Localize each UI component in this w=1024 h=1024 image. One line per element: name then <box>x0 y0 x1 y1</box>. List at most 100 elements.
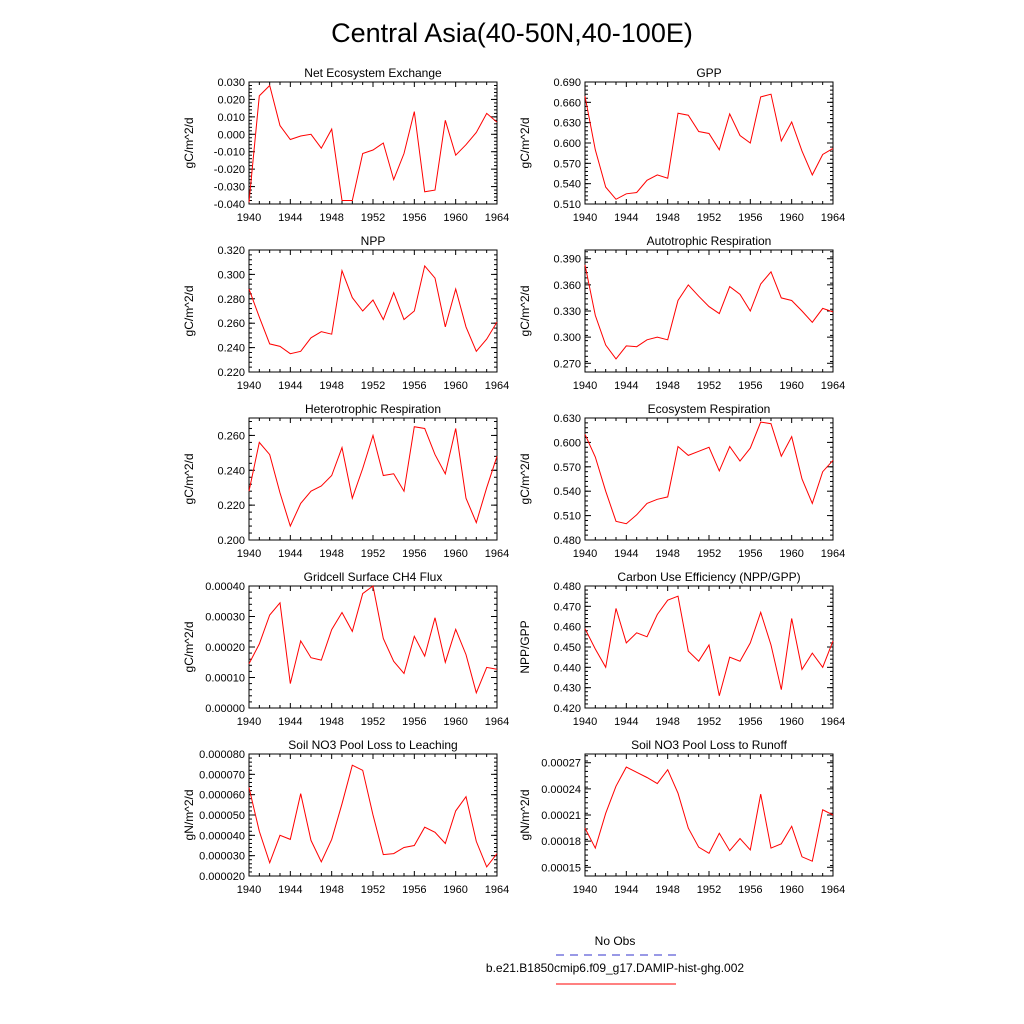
y-tick-label: 0.300 <box>217 269 245 281</box>
y-tick-label: 0.00024 <box>541 784 581 796</box>
y-tick-label: 0.260 <box>217 430 245 442</box>
x-tick-label: 1964 <box>485 884 509 896</box>
x-tick-label: 1940 <box>237 212 261 224</box>
x-tick-label: 1940 <box>573 884 597 896</box>
x-tick-label: 1960 <box>779 212 803 224</box>
x-tick-label: 1940 <box>237 884 261 896</box>
x-tick-label: 1956 <box>738 548 762 560</box>
panel-title: Autotrophic Respiration <box>647 234 772 248</box>
y-tick-label: 0.220 <box>217 500 245 512</box>
x-tick-label: 1944 <box>278 884 302 896</box>
legend: No Obs b.e21.B1850cmip6.f09_g17.DAMIP-hi… <box>486 934 744 985</box>
series-line <box>248 84 498 203</box>
y-tick-label: 0.510 <box>553 199 581 211</box>
y-tick-label: 0.00030 <box>205 612 245 624</box>
x-tick-label: 1956 <box>738 884 762 896</box>
x-tick-label: 1948 <box>319 548 343 560</box>
y-axis-label: gN/m^2/d <box>182 790 196 841</box>
x-tick-label: 1960 <box>443 380 467 392</box>
y-tick-label: 0.000020 <box>199 871 245 883</box>
x-tick-label: 1948 <box>319 884 343 896</box>
x-tick-label: 1940 <box>573 716 597 728</box>
y-axis-label: NPP/GPP <box>518 620 532 673</box>
legend-label-obs: No Obs <box>595 934 636 948</box>
y-tick-label: 0.000060 <box>199 790 245 802</box>
y-tick-label: 0.240 <box>217 465 245 477</box>
plot-frame <box>584 753 834 877</box>
y-tick-label: 0.570 <box>553 158 581 170</box>
panel-title: Soil NO3 Pool Loss to Leaching <box>288 738 457 752</box>
x-tick-label: 1956 <box>402 884 426 896</box>
panel-8: Carbon Use Efficiency (NPP/GPP) NPP/GPP 19… <box>518 570 845 728</box>
y-axis-label: gC/m^2/d <box>182 118 196 169</box>
x-tick-label: 1944 <box>278 380 302 392</box>
y-tick-label: 0.460 <box>553 622 581 634</box>
y-tick-label: 0.010 <box>217 112 245 124</box>
panel-title: NPP <box>361 234 386 248</box>
y-tick-label: 0.660 <box>553 97 581 109</box>
panel-title: Carbon Use Efficiency (NPP/GPP) <box>617 570 800 584</box>
series-line <box>584 595 834 696</box>
panel-6: Ecosystem Respiration gC/m^2/d 1940 1944 194… <box>518 402 845 560</box>
y-axis-label: gC/m^2/d <box>518 454 532 505</box>
y-tick-label: 0.200 <box>217 535 245 547</box>
y-tick-label: 0.510 <box>553 511 581 523</box>
y-tick-label: 0.480 <box>553 581 581 593</box>
x-tick-label: 1964 <box>485 212 509 224</box>
x-tick-label: 1940 <box>237 380 261 392</box>
x-tick-label: 1948 <box>655 548 679 560</box>
y-axis-label: gC/m^2/d <box>182 454 196 505</box>
y-tick-label: 0.00040 <box>205 581 245 593</box>
x-tick-label: 1944 <box>614 884 638 896</box>
x-tick-label: 1964 <box>821 548 845 560</box>
x-tick-label: 1948 <box>655 212 679 224</box>
x-tick-label: 1960 <box>443 716 467 728</box>
y-tick-label: 0.280 <box>217 294 245 306</box>
y-axis-label: gC/m^2/d <box>182 286 196 337</box>
x-tick-label: 1964 <box>821 380 845 392</box>
x-tick-label: 1960 <box>779 716 803 728</box>
y-tick-label: 0.00010 <box>205 673 245 685</box>
x-tick-label: 1952 <box>697 884 721 896</box>
y-tick-label: 0.430 <box>553 683 581 695</box>
x-tick-label: 1956 <box>738 380 762 392</box>
y-tick-label: 0.000040 <box>199 830 245 842</box>
plot-frame <box>584 417 834 541</box>
x-tick-label: 1960 <box>779 380 803 392</box>
x-tick-label: 1944 <box>614 212 638 224</box>
panel-4: Autotrophic Respiration gC/m^2/d 1940 1944 1… <box>518 234 845 392</box>
panel-title: Heterotrophic Respiration <box>305 402 441 416</box>
y-tick-label: 0.600 <box>553 437 581 449</box>
x-tick-label: 1952 <box>697 716 721 728</box>
x-tick-label: 1960 <box>443 548 467 560</box>
y-tick-label: 0.000070 <box>199 769 245 781</box>
x-tick-label: 1940 <box>573 548 597 560</box>
x-tick-label: 1960 <box>779 884 803 896</box>
series-line <box>584 766 834 862</box>
panel-9: Soil NO3 Pool Loss to Leaching gN/m^2/d 19… <box>182 738 509 896</box>
x-tick-label: 1960 <box>443 884 467 896</box>
x-tick-label: 1952 <box>361 212 385 224</box>
y-tick-label: 0.330 <box>553 306 581 318</box>
x-tick-label: 1948 <box>655 884 679 896</box>
x-tick-label: 1956 <box>402 548 426 560</box>
y-tick-label: 0.220 <box>217 367 245 379</box>
y-tick-label: 0.420 <box>553 703 581 715</box>
y-tick-label: 0.470 <box>553 601 581 613</box>
y-tick-label: -0.020 <box>214 164 245 176</box>
y-axis-label: gC/m^2/d <box>518 286 532 337</box>
series-line <box>248 264 498 355</box>
y-tick-label: 0.260 <box>217 318 245 330</box>
x-tick-label: 1960 <box>779 548 803 560</box>
x-tick-label: 1952 <box>361 380 385 392</box>
x-tick-label: 1944 <box>278 548 302 560</box>
plot-frame <box>248 249 498 373</box>
x-tick-label: 1944 <box>278 212 302 224</box>
plot-frame <box>584 249 834 373</box>
x-tick-label: 1956 <box>402 212 426 224</box>
x-tick-label: 1948 <box>319 212 343 224</box>
y-tick-label: 0.390 <box>553 254 581 266</box>
x-tick-label: 1964 <box>821 212 845 224</box>
x-tick-label: 1952 <box>361 716 385 728</box>
